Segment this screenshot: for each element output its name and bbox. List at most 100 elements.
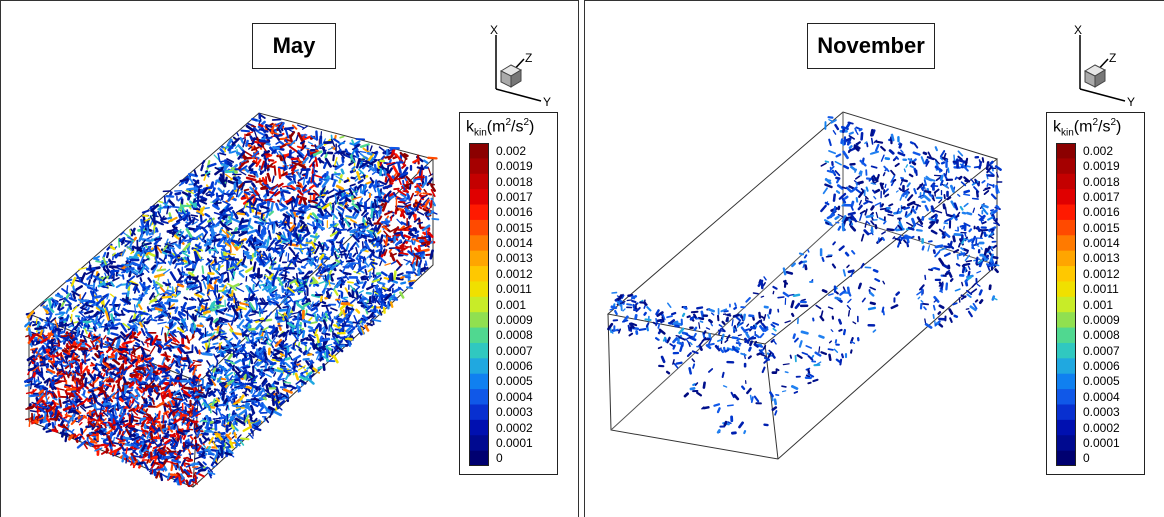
axes-triad-icon xyxy=(1079,35,1126,102)
colorbar-swatch xyxy=(469,266,489,283)
colorbar-tick-label: 0.0001 xyxy=(496,435,533,450)
colorbar-tick-label: 0.0008 xyxy=(1083,328,1120,343)
may-vortex-structures xyxy=(23,113,440,488)
colorbar-swatch xyxy=(469,358,489,375)
colorbar-tick-label: 0.0007 xyxy=(1083,343,1120,358)
colorbar-tick-label: 0.0008 xyxy=(496,328,533,343)
colorbar-swatch xyxy=(469,219,489,236)
may-isosurface-scene xyxy=(23,112,440,488)
colorbar-swatch xyxy=(1056,189,1076,206)
panel-november: November X Z Y kkin(m2/s2) 0.002 0.0019 0.… xyxy=(584,0,1164,517)
colorbar-swatch xyxy=(1056,373,1076,390)
colorbar-swatch xyxy=(469,235,489,252)
colorbar-tick-label: 0.0002 xyxy=(496,420,533,435)
axis-z-label: Z xyxy=(525,51,533,65)
november-axes-triad: X Z Y xyxy=(1063,23,1143,113)
colorbar-swatch xyxy=(1056,158,1076,175)
colorbar-tick-label: 0.0018 xyxy=(496,174,533,189)
axis-y-label: Y xyxy=(543,95,552,109)
colorbar-swatch xyxy=(1056,281,1076,298)
axis-x-label: X xyxy=(1074,23,1083,37)
colorbar-swatch xyxy=(1056,435,1076,452)
may-title: May xyxy=(252,23,336,69)
november-isosurface-scene xyxy=(606,111,1003,460)
november-title: November xyxy=(807,23,935,69)
colorbar-swatch xyxy=(1056,358,1076,375)
colorbar-tick-label: 0.0002 xyxy=(1083,420,1120,435)
colorbar-swatch xyxy=(469,143,489,159)
november-box-outline xyxy=(606,111,999,460)
colorbar-tick-label: 0.0012 xyxy=(496,266,533,281)
colorbar-swatch xyxy=(469,327,489,344)
colorbar-tick-label: 0.0005 xyxy=(1083,374,1120,389)
colorbar-tick-label: 0.0005 xyxy=(496,374,533,389)
colorbar-swatch xyxy=(1056,389,1076,406)
colorbar-tick-label: 0.0001 xyxy=(1083,435,1120,450)
colorbar-swatch xyxy=(469,342,489,359)
colorbar-tick-label: 0.0015 xyxy=(496,220,533,235)
colorbar-tick-label: 0.0007 xyxy=(496,343,533,358)
colorbar-swatch xyxy=(1056,250,1076,267)
colorbar-swatch xyxy=(469,158,489,175)
colorbar-tick-label: 0.0006 xyxy=(496,359,533,373)
colorbar-swatch xyxy=(1056,296,1076,313)
colorbar-tick-label: 0.0014 xyxy=(1083,236,1120,250)
may-axes-triad: X Z Y xyxy=(479,23,559,113)
axes-triad-icon xyxy=(495,35,542,102)
colorbar-tick-label: 0.0019 xyxy=(1083,159,1120,174)
colorbar-swatch xyxy=(469,404,489,421)
colorbar-tick-label: 0.0011 xyxy=(496,282,532,297)
colorbar-tick-label: 0.0016 xyxy=(496,205,533,220)
legend-title: kkin(m2/s2) xyxy=(1053,117,1122,139)
colorbar-swatch xyxy=(469,296,489,313)
colorbar-tick-label: 0.0012 xyxy=(1083,266,1120,281)
colorbar-swatch xyxy=(469,189,489,206)
colorbar-tick-label: 0 xyxy=(1083,451,1090,466)
colorbar-swatch xyxy=(469,435,489,452)
colorbar-swatch xyxy=(1056,204,1076,221)
colorbar-swatch xyxy=(1056,266,1076,283)
colorbar-swatch xyxy=(1056,235,1076,252)
colorbar-tick-label: 0.0004 xyxy=(1083,389,1120,404)
colorbar-tick-label: 0.0003 xyxy=(1083,405,1120,420)
axis-y-label: Y xyxy=(1127,95,1136,109)
colorbar-swatch xyxy=(469,450,489,466)
colorbar-tick-label: 0.0009 xyxy=(1083,312,1120,327)
panel-may: May X Z Y kkin(m2/s2) 0.002 0.0019 0.0018 0… xyxy=(0,0,579,517)
colorbar-swatch xyxy=(1056,327,1076,344)
legend-title: kkin(m2/s2) xyxy=(466,117,535,139)
colorbar-tick-label: 0.001 xyxy=(496,297,527,312)
colorbar-tick-label: 0.0009 xyxy=(496,312,533,327)
colorbar-swatch xyxy=(469,389,489,406)
colorbar-tick-label: 0.0011 xyxy=(1083,282,1119,297)
colorbar-ramp xyxy=(1056,143,1076,466)
axis-x-label: X xyxy=(490,23,499,37)
colorbar-tick-label: 0.0004 xyxy=(496,389,533,404)
colorbar-tick-label: 0.0003 xyxy=(496,405,533,420)
colorbar-swatch xyxy=(1056,143,1076,159)
colorbar-tick-label: 0.001 xyxy=(1083,297,1114,312)
colorbar-swatch xyxy=(469,373,489,390)
colorbar-swatch xyxy=(469,173,489,190)
colorbar-tick-label: 0.0015 xyxy=(1083,220,1120,235)
colorbar-tick-label: 0.0017 xyxy=(1083,189,1120,204)
colorbar-tick-label: 0 xyxy=(496,451,503,466)
may-colorbar-legend: kkin(m2/s2) 0.002 0.0019 0.0018 0.0017 0.001… xyxy=(459,112,558,475)
colorbar-swatch xyxy=(1056,312,1076,329)
colorbar-tick-label: 0.0013 xyxy=(1083,251,1120,266)
colorbar-ramp xyxy=(469,143,489,466)
colorbar-swatch xyxy=(1056,219,1076,236)
november-colorbar-legend: kkin(m2/s2) 0.002 0.0019 0.0018 0.0017 0.001… xyxy=(1046,112,1145,475)
colorbar-swatch xyxy=(469,281,489,298)
colorbar-swatch xyxy=(1056,450,1076,466)
november-vortex-structures xyxy=(607,116,1003,435)
colorbar-tick-label: 0.0019 xyxy=(496,159,533,174)
colorbar-tick-label: 0.0013 xyxy=(496,251,533,266)
colorbar-tick-label: 0.0006 xyxy=(1083,359,1120,373)
colorbar-swatch xyxy=(1056,419,1076,436)
colorbar-swatch xyxy=(1056,173,1076,190)
colorbar-swatch xyxy=(469,419,489,436)
axis-z-label: Z xyxy=(1109,51,1117,65)
colorbar-tick-label: 0.0014 xyxy=(496,236,533,250)
colorbar-tick-label: 0.0018 xyxy=(1083,174,1120,189)
